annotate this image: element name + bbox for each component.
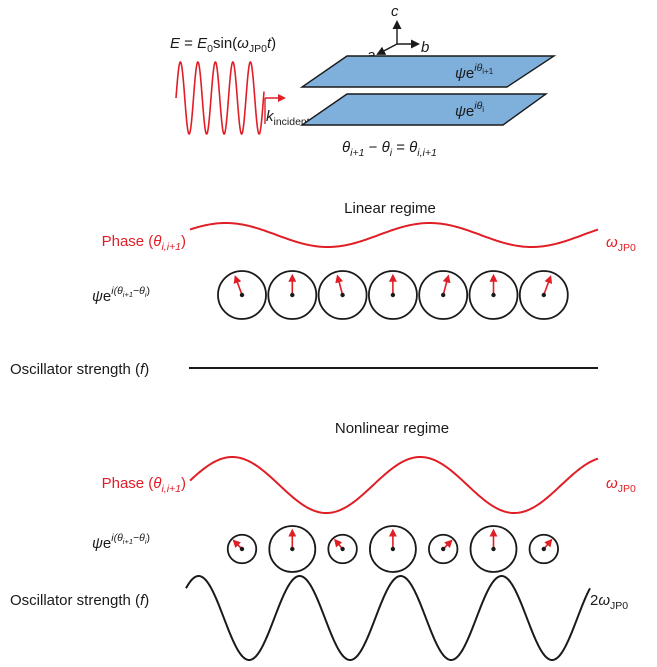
- linear-omega-label: ωJP0: [606, 234, 636, 254]
- nonlinear-regime-title: Nonlinear regime: [335, 420, 449, 437]
- k-incident-label: kincident: [266, 108, 310, 128]
- phasor-circle: [428, 533, 459, 565]
- lower-plane: [299, 93, 549, 126]
- phasor-center: [340, 546, 345, 552]
- phase-relation: θi+1 − θi = θi,i+1: [342, 139, 437, 159]
- linear-phase-label: Phase (θi,i+1): [102, 233, 186, 253]
- nonlinear-psi-label: ψei(θi+1−θi): [92, 532, 150, 552]
- phasor-arrow: [543, 275, 553, 296]
- linear-regime-title: Linear regime: [344, 200, 436, 217]
- upper-plane-wavefunction: ψeiθi+1: [455, 62, 494, 82]
- phasor-circle: [226, 533, 258, 565]
- phasor-center: [239, 292, 245, 298]
- phasor-circle: [367, 270, 418, 320]
- nonlinear-osc-freq-label: 2ωJP0: [590, 592, 628, 612]
- lower-plane-wavefunction: ψeiθi: [455, 100, 484, 120]
- nonlinear-oscillator-wave: [185, 575, 591, 661]
- phasor-circle: [518, 270, 569, 320]
- phasor-center: [441, 546, 446, 552]
- phasor-center: [491, 292, 496, 298]
- phasor-circle: [268, 525, 317, 573]
- b-axis-label: b: [421, 39, 429, 56]
- phasor-center: [541, 292, 546, 298]
- nonlinear-phase-wave: [189, 455, 599, 515]
- nonlinear-phase-label: Phase (θi,i+1): [102, 475, 186, 495]
- incident-wave: [175, 61, 265, 135]
- linear-phase-wave: [189, 221, 599, 249]
- nonlinear-oscillator-label: Oscillator strength (f): [10, 592, 149, 609]
- nonlinear-omega-label: ωJP0: [606, 475, 636, 495]
- phasor-center: [541, 546, 546, 552]
- field-equation: E = E0sin(ωJP0t): [170, 35, 276, 55]
- phasor-circle: [368, 525, 417, 573]
- phasor-center: [239, 546, 245, 552]
- phasor-circle: [327, 533, 358, 565]
- upper-plane: [299, 55, 557, 88]
- phasor-circle: [267, 270, 318, 320]
- linear-phasor-row: [217, 270, 569, 320]
- phasor-circle: [468, 270, 519, 320]
- phasor-center: [441, 292, 446, 298]
- linear-psi-label: ψei(θi+1−θi): [92, 285, 150, 305]
- phasor-center: [491, 546, 496, 552]
- phasor-circle: [217, 270, 267, 320]
- c-axis-label: c: [391, 3, 399, 20]
- phasor-circle: [418, 270, 469, 320]
- phasor-center: [290, 292, 295, 298]
- linear-oscillator-label: Oscillator strength (f): [10, 361, 149, 378]
- phasor-arrow: [335, 274, 344, 296]
- nonlinear-phasor-row: [226, 525, 559, 573]
- phasor-center: [290, 546, 295, 552]
- a-axis-arrow: [376, 43, 398, 55]
- phasor-center: [390, 546, 396, 552]
- phasor-circle: [469, 525, 518, 573]
- phasor-center: [340, 292, 345, 298]
- phasor-circle: [317, 270, 368, 320]
- phasor-circle: [528, 533, 559, 565]
- phasor-arrow: [442, 274, 451, 296]
- phasor-center: [390, 292, 396, 298]
- phasor-arrow: [233, 275, 243, 296]
